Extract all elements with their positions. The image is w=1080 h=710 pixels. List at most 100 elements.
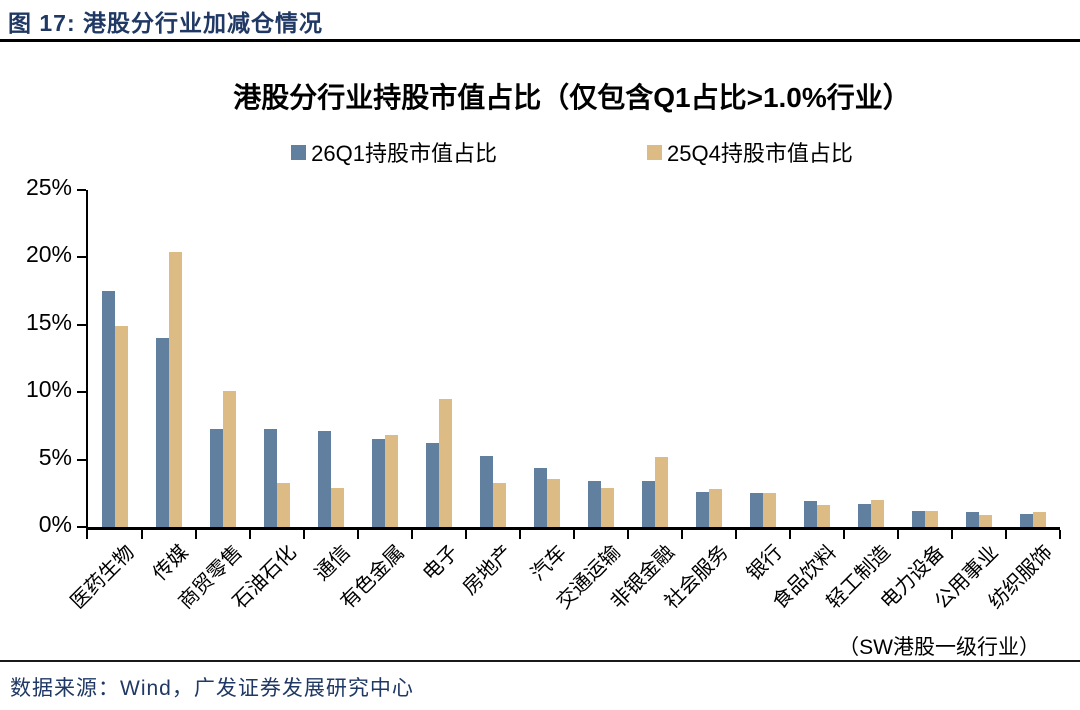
bar-25q4 [277, 482, 290, 527]
x-axis-tick [951, 530, 953, 539]
legend-item-26q1: 26Q1持股市值占比 [291, 136, 497, 168]
plot-area: 医药生物 传媒 商贸零售 石油石化 通信 有色金属 电子 房地产 汽车 交通运输 非银金融 社会服务银… [26, 176, 1061, 613]
bar-26q1 [534, 467, 547, 527]
bar-26q1 [426, 443, 439, 527]
bar-25q4 [169, 252, 182, 527]
axis-note: （SW港股一级行业） [838, 636, 1040, 659]
category-group: 电子 [412, 190, 467, 585]
category-group: 有色金属 [337, 190, 413, 613]
chart-legend: 26Q1持股市值占比 25Q4持股市值占比 [86, 136, 1058, 168]
category-group: 商贸零售 [175, 190, 251, 613]
y-axis-label: 25% [25, 174, 72, 200]
y-axis-label: 0% [38, 511, 72, 537]
x-axis-label: 银行 [743, 541, 787, 586]
bar-26q1 [858, 504, 871, 527]
data-source: 数据来源：Wind，广发证券发展研究中心 [10, 677, 414, 700]
x-axis-label: 房地产 [458, 541, 517, 600]
x-axis-tick [465, 530, 467, 539]
bar-25q4 [547, 478, 560, 527]
x-axis-label: 汽车 [527, 541, 571, 586]
category-group: 医药生物 [67, 190, 143, 613]
bar-25q4 [655, 456, 668, 527]
x-axis-tick [735, 530, 737, 539]
bar-26q1 [804, 501, 817, 527]
bar-26q1 [966, 512, 979, 527]
x-axis-tick [1005, 530, 1007, 539]
y-axis-tick [77, 189, 86, 191]
bar-25q4 [979, 514, 992, 527]
x-axis-tick [789, 530, 791, 539]
x-axis-tick [195, 530, 197, 539]
bar-25q4 [601, 487, 614, 527]
x-axis-tick [1059, 530, 1061, 539]
footer-divider [0, 660, 1080, 662]
x-axis-tick [627, 530, 629, 539]
x-axis-tick [303, 530, 305, 539]
x-axis-tick [141, 530, 143, 539]
bar-26q1 [372, 439, 385, 527]
x-axis-tick [843, 530, 845, 539]
bar-25q4 [331, 487, 344, 527]
x-axis-tick [357, 530, 359, 539]
bar-26q1 [210, 428, 223, 527]
header-divider [0, 39, 1080, 42]
x-axis-tick [897, 530, 899, 539]
bar-26q1 [264, 428, 277, 527]
x-axis-tick [573, 530, 575, 539]
category-group: 非银金融 [607, 190, 683, 613]
y-axis-label: 15% [25, 308, 72, 335]
bar-25q4 [1033, 512, 1046, 527]
category-group: 交通运输 [553, 190, 629, 613]
figure-title: 图 17: 港股分行业加减仓情况 [8, 10, 324, 36]
y-axis-tick [77, 458, 86, 461]
bar-25q4 [817, 505, 830, 527]
x-axis-tick [411, 530, 413, 539]
chart-title: 港股分行业持股市值占比（仅包含Q1占比>1.0%行业） [233, 82, 911, 113]
category-group: 纺织服饰 [985, 190, 1061, 613]
category-group: 食品饮料 [769, 190, 845, 613]
bar-25q4 [925, 510, 938, 527]
category-group: 石油石化 [229, 190, 305, 613]
bar-25q4 [439, 398, 452, 527]
legend-item-25q4: 25Q4持股市值占比 [647, 136, 853, 168]
x-axis-label: 电子 [419, 541, 463, 586]
y-axis-tick [77, 256, 86, 259]
x-axis-tick [519, 530, 521, 539]
category-group: 电力设备 [877, 190, 953, 613]
category-group: 轻工制造 [823, 190, 899, 613]
bar-26q1 [318, 431, 331, 527]
bar-26q1 [156, 338, 169, 527]
bar-26q1 [588, 481, 601, 527]
bar-26q1 [102, 291, 115, 527]
category-group: 公用事业 [931, 190, 1007, 613]
bar-26q1 [912, 510, 925, 527]
category-group: 银行 [736, 190, 791, 585]
bar-25q4 [763, 493, 776, 527]
y-axis-tick [77, 391, 86, 394]
bar-26q1 [750, 493, 763, 527]
bar-25q4 [223, 390, 236, 527]
x-axis-label: 医药生物 [66, 541, 139, 614]
bar-26q1 [1020, 513, 1033, 527]
legend-swatch-26q1 [291, 144, 307, 160]
bar-26q1 [480, 455, 493, 527]
bar-26q1 [642, 481, 655, 527]
bar-25q4 [385, 435, 398, 527]
x-axis-tick [681, 530, 683, 539]
legend-label-25q4: 25Q4持股市值占比 [667, 141, 853, 166]
category-group: 房地产 [459, 190, 521, 599]
x-axis-tick [86, 530, 88, 539]
y-axis-tick [77, 323, 86, 326]
x-axis-tick [249, 530, 251, 539]
x-axis-label: 通信 [311, 541, 355, 586]
legend-label-26q1: 26Q1持股市值占比 [311, 141, 497, 166]
y-axis-label: 20% [25, 241, 72, 268]
category-group: 社会服务 [661, 190, 737, 613]
bar-26q1 [696, 492, 709, 527]
y-axis-label: 10% [25, 376, 72, 403]
bar-25q4 [871, 500, 884, 527]
y-axis-tick [77, 526, 86, 528]
x-axis-label: 传媒 [149, 541, 193, 586]
category-group: 通信 [304, 190, 359, 585]
category-group: 传媒 [142, 190, 197, 585]
